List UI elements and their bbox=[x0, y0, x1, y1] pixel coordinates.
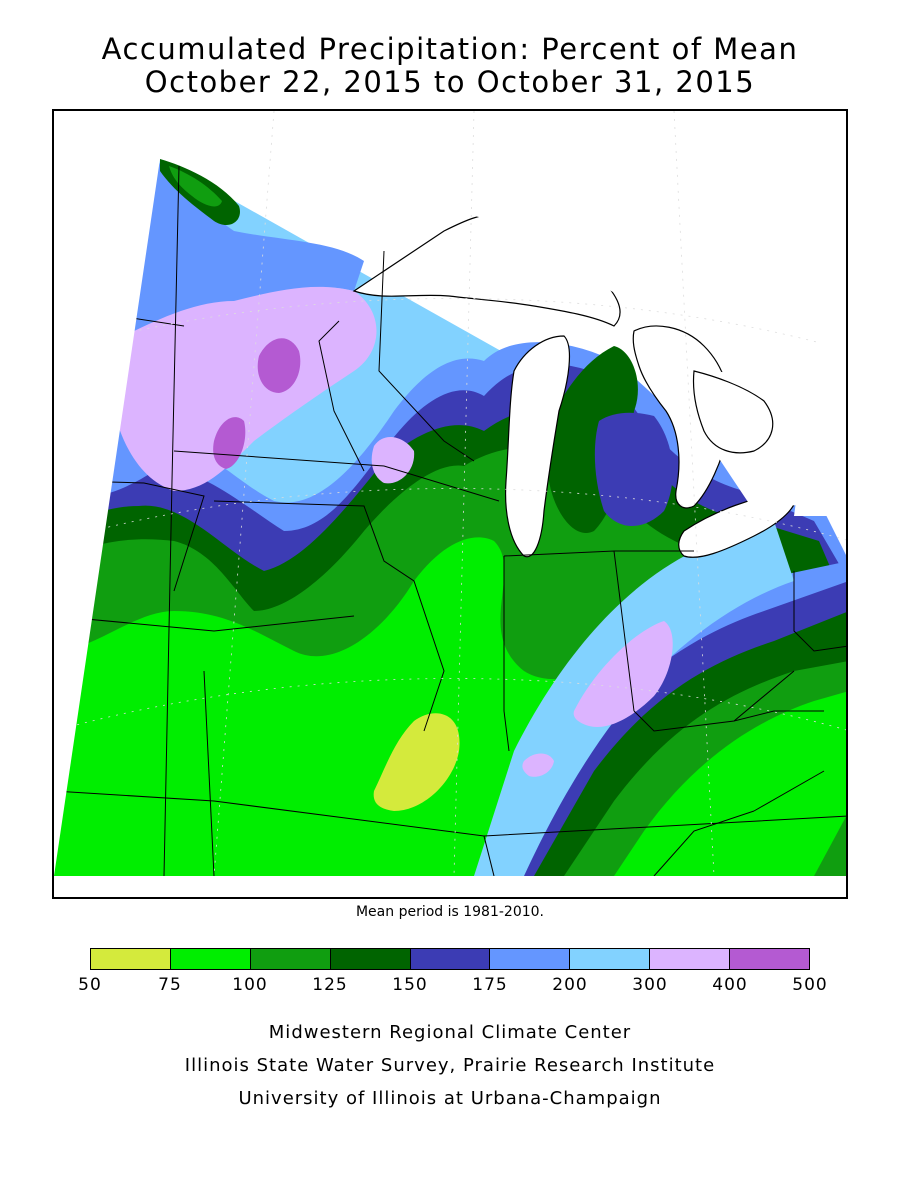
legend-swatch-1 bbox=[170, 949, 251, 969]
lake-superior bbox=[352, 214, 621, 327]
legend-swatch-7 bbox=[650, 949, 731, 969]
legend-swatch-4 bbox=[410, 949, 491, 969]
north-band-400-a bbox=[257, 338, 301, 393]
canada-land-north bbox=[244, 111, 846, 409]
color-legend bbox=[90, 948, 810, 970]
legend-swatch-8 bbox=[730, 949, 810, 969]
precipitation-map bbox=[52, 109, 848, 899]
legend-tick-label: 200 bbox=[552, 975, 588, 995]
michigan-band-150 bbox=[594, 412, 673, 526]
east-band-75 bbox=[614, 691, 846, 876]
credit-line1: Midwestern Regional Climate Center bbox=[268, 1022, 632, 1043]
legend-tick-label: 125 bbox=[312, 975, 348, 995]
mask-right bbox=[794, 139, 846, 516]
credit-line3: University of Illinois at Urbana-Champai… bbox=[238, 1088, 662, 1109]
lake-michigan bbox=[505, 335, 571, 558]
credit-line2: Illinois State Water Survey, Prairie Res… bbox=[184, 1055, 716, 1076]
legend-swatch-5 bbox=[490, 949, 571, 969]
legend-swatch-0 bbox=[91, 949, 171, 969]
kentucky-band-300 bbox=[522, 753, 554, 777]
mask-bottom bbox=[54, 876, 846, 897]
lake-huron bbox=[632, 325, 731, 509]
mean-period-note: Mean period is 1981-2010. bbox=[355, 904, 545, 920]
legend-swatch-2 bbox=[250, 949, 331, 969]
north-band-300 bbox=[114, 286, 377, 491]
legend-tick-label: 150 bbox=[392, 975, 428, 995]
map-title-line1: Accumulated Precipitation: Percent of Me… bbox=[101, 32, 799, 66]
legend-tick-label: 400 bbox=[712, 975, 748, 995]
legend-tick-label: 300 bbox=[632, 975, 668, 995]
indiana-band-300 bbox=[573, 621, 673, 727]
legend-ticks: 50 75 100 125 150 175 200 300 400 500 bbox=[78, 975, 827, 997]
legend-tick-label: 75 bbox=[158, 975, 182, 995]
graticule bbox=[54, 111, 846, 877]
mask-left bbox=[54, 111, 160, 876]
mask-bottom-left bbox=[54, 876, 147, 897]
legend-tick-label: 175 bbox=[472, 975, 508, 995]
north-band-100 bbox=[169, 166, 222, 207]
legend-tick-label: 100 bbox=[232, 975, 268, 995]
map-title-line2: October 22, 2015 to October 31, 2015 bbox=[144, 65, 756, 99]
legend-swatch-6 bbox=[570, 949, 651, 969]
legend-tick-label: 500 bbox=[792, 975, 828, 995]
ontario-peninsula bbox=[692, 370, 774, 454]
west-band-50 bbox=[373, 713, 460, 811]
legend-swatch-3 bbox=[330, 949, 411, 969]
map-canvas bbox=[54, 111, 846, 897]
legend-tick-label: 50 bbox=[78, 975, 102, 995]
mid-corridor-200 bbox=[474, 521, 794, 876]
